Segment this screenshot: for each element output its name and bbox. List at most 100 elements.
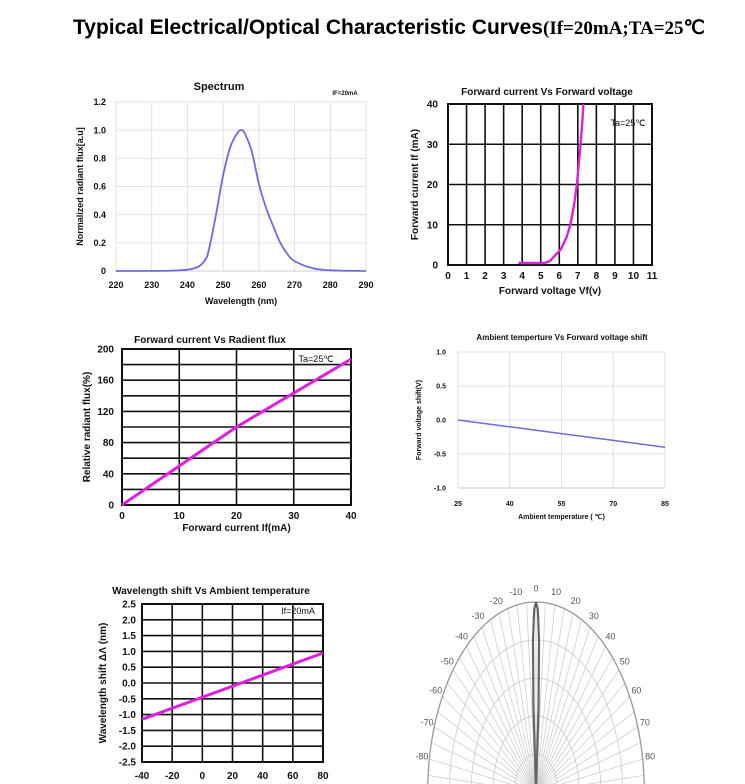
y-tick-label: 1.0 [436, 349, 446, 356]
angle-label: 80 [645, 752, 655, 762]
polar-spoke [481, 627, 534, 784]
polar-ring [470, 677, 602, 784]
polar-spoke [428, 775, 487, 784]
x-tick-label: 60 [287, 771, 299, 782]
angle-label: 70 [640, 717, 650, 727]
x-tick-label: 6 [556, 271, 562, 282]
angle-label: 60 [631, 685, 641, 695]
x-tick-label: 40 [257, 771, 269, 782]
y-tick-label: 0.0 [436, 417, 446, 424]
x-tick-label: 1 [464, 271, 470, 282]
polar-spoke [466, 646, 533, 784]
angle-label: 0 [533, 584, 538, 594]
series-line [457, 419, 666, 448]
series-line [121, 357, 352, 507]
x-tick-label: 8 [594, 271, 600, 282]
x-tick-label: 30 [288, 511, 300, 522]
y-tick-label: -1.0 [434, 485, 446, 492]
x-tick-label: 230 [144, 280, 159, 290]
x-tick-label: 0 [445, 271, 451, 282]
y-tick-label: 1.5 [122, 631, 136, 642]
chart-6: -80 -70 -60 -50 -40 -30 -20 -10 0 10 20 30 40 50 60 70 8… [415, 584, 655, 784]
polar-spoke [539, 646, 606, 784]
chart-3: 25 40 55 70 85 -1.0 -0.5 0.0 0.5 1.0 Ambient tempe… [416, 333, 669, 521]
angle-label: 30 [589, 611, 599, 621]
polar-spoke [537, 613, 574, 784]
x-tick-label: 20 [231, 511, 243, 522]
polar-spoke [547, 726, 638, 784]
y-tick-label: 0 [108, 501, 114, 512]
polar-spoke [536, 608, 565, 784]
angle-label: -70 [421, 717, 434, 727]
polar-spoke [516, 604, 536, 784]
x-tick-label: 280 [323, 280, 338, 290]
y-axis-label: Forward current If (mA) [410, 129, 421, 240]
polar-spoke [560, 758, 643, 784]
chart-5: -40 -20 0 20 40 60 80 -2.5 -2.0 -1.5 -1.0 -0.5 0.0 0.… [98, 586, 329, 782]
x-tick-label: 7 [575, 271, 581, 282]
y-axis-label: Wavelength shift ΔΛ (nm) [98, 623, 109, 744]
x-tick-label: 10 [174, 511, 186, 522]
y-tick-label: 0 [432, 261, 438, 272]
polar-ring [514, 753, 558, 784]
y-tick-label: 1.0 [93, 125, 106, 135]
x-tick-label: 55 [558, 501, 566, 508]
polar-spoke [437, 711, 527, 784]
x-axis-label: Forward current If(mA) [182, 523, 290, 534]
y-tick-label: 1.0 [122, 647, 136, 658]
y-axis-label: Forward voltage shift(V) [416, 380, 423, 460]
polar-spoke [446, 682, 531, 784]
y-tick-label: 2.0 [122, 615, 136, 626]
angle-label: -20 [490, 596, 503, 606]
polar-spoke [540, 657, 613, 784]
polar-ring [449, 639, 623, 784]
radiation-pattern [531, 601, 541, 784]
chart-annotation: If=20mA [281, 606, 315, 616]
x-tick-label: 9 [612, 271, 618, 282]
y-tick-label: 40 [103, 469, 115, 480]
x-tick-label: 4 [519, 271, 525, 282]
x-axis-label: Wavelength (nm) [205, 296, 277, 306]
y-tick-label: -0.5 [119, 694, 137, 705]
y-tick-label: 0.5 [122, 663, 136, 674]
polar-spoke [536, 604, 556, 784]
x-tick-label: 260 [251, 280, 266, 290]
polar-spoke [545, 711, 635, 784]
x-tick-label: 85 [661, 501, 669, 508]
polar-spoke [541, 682, 626, 784]
chart-annotation: Ta=25℃ [299, 354, 334, 364]
y-tick-label: 0.2 [93, 238, 106, 248]
polar-spoke [473, 636, 534, 784]
y-tick-label: -2.0 [119, 742, 137, 753]
x-tick-label: 5 [538, 271, 544, 282]
y-tick-label: 40 [427, 100, 439, 111]
angle-label: -30 [472, 611, 485, 621]
chart-4: 0 10 20 30 40 0 40 80 120 160 200 Forward current V… [82, 335, 357, 534]
y-tick-label: 0 [101, 266, 106, 276]
chart-annotation: IF=20mA [332, 91, 358, 97]
polar-spoke [540, 669, 620, 784]
chart-title: Wavelength shift Vs Ambient temperature [112, 586, 310, 597]
y-tick-label: -1.5 [119, 726, 137, 737]
polar-spoke [434, 726, 525, 784]
x-tick-label: 40 [345, 511, 357, 522]
x-tick-label: 25 [454, 501, 462, 508]
angle-label: -10 [509, 587, 522, 597]
y-axis-label: Normalized radiant flux[a.u] [75, 127, 85, 246]
series-line [115, 129, 367, 272]
polar-spoke [441, 696, 529, 784]
angle-label: 40 [605, 631, 615, 641]
y-tick-label: 30 [427, 140, 439, 151]
polar-spoke [498, 613, 535, 784]
y-tick-label: 160 [97, 376, 114, 387]
angle-label: -50 [441, 656, 454, 666]
x-tick-label: 3 [501, 271, 507, 282]
x-tick-label: 270 [287, 280, 302, 290]
chart-title: Forward current Vs Forward voltage [461, 87, 633, 98]
polar-spoke [585, 775, 644, 784]
y-tick-label: 0.5 [436, 383, 446, 390]
polar-spoke [459, 657, 532, 784]
page-title: Typical Electrical/Optical Characteristi… [73, 16, 705, 40]
angle-label: -80 [415, 752, 428, 762]
x-axis-label: Ambient temperature ( ℃) [518, 513, 605, 521]
